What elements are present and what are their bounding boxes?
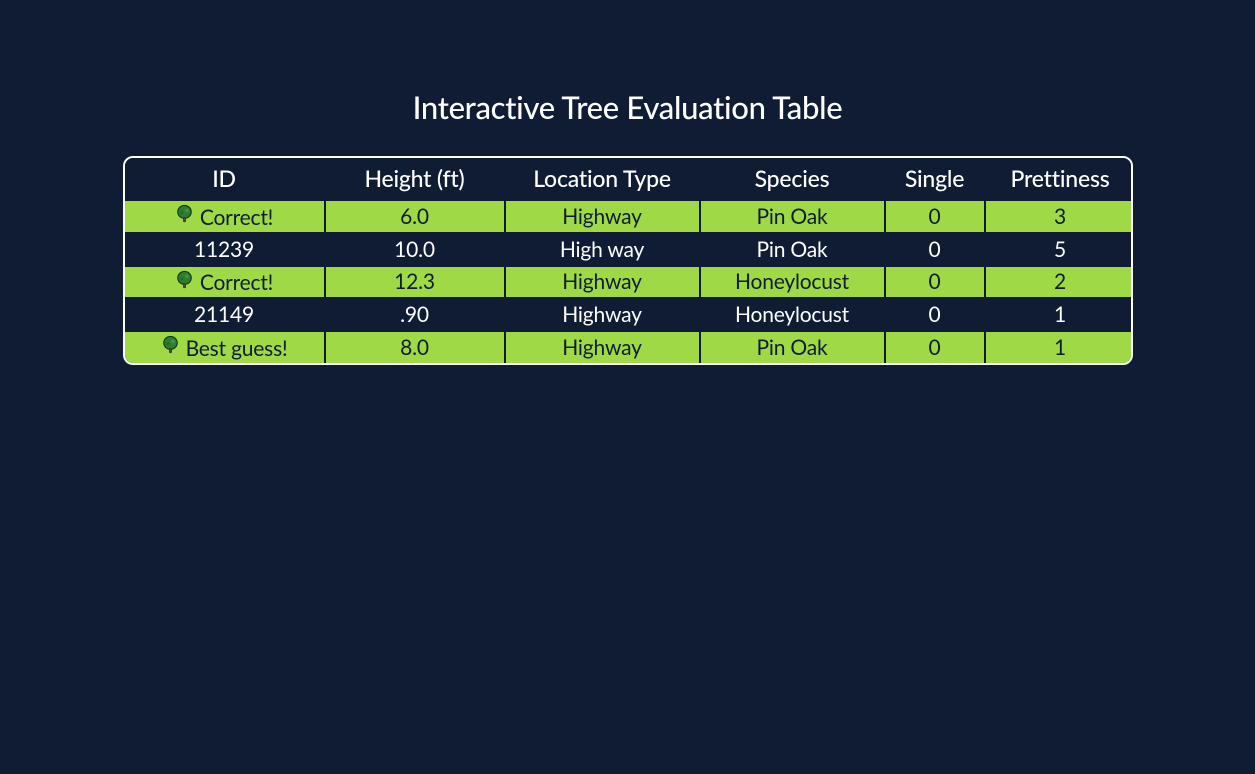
cell-single: 0	[885, 233, 985, 265]
column-header-height: Height (ft)	[325, 158, 505, 200]
table-header-row: ID Height (ft) Location Type Species Sin…	[125, 158, 1133, 200]
cell-id: 21149	[125, 299, 325, 331]
table-row[interactable]: Correct! 6.0HighwayPin Oak03	[125, 200, 1133, 234]
cell-id: 11239	[125, 233, 325, 265]
cell-location: High way	[505, 233, 700, 265]
cell-prettiness: 1	[985, 299, 1133, 331]
tree-icon	[175, 269, 194, 294]
column-header-id: ID	[125, 158, 325, 200]
cell-species: Pin Oak	[700, 200, 885, 234]
cell-location: Highway	[505, 200, 700, 234]
page-title: Interactive Tree Evaluation Table	[413, 88, 843, 126]
table-row[interactable]: 11239 10.0High wayPin Oak05	[125, 233, 1133, 265]
cell-id-text: Correct!	[200, 270, 273, 295]
cell-height: 10.0	[325, 233, 505, 265]
cell-id-text: Best guess!	[186, 336, 288, 361]
cell-species: Honeylocust	[700, 265, 885, 299]
table-wrapper: ID Height (ft) Location Type Species Sin…	[123, 156, 1133, 365]
cell-prettiness: 5	[985, 233, 1133, 265]
cell-prettiness: 3	[985, 200, 1133, 234]
tree-evaluation-table: ID Height (ft) Location Type Species Sin…	[125, 158, 1133, 363]
column-header-species: Species	[700, 158, 885, 200]
cell-id: Correct!	[125, 200, 325, 234]
cell-height: 6.0	[325, 200, 505, 234]
cell-species: Pin Oak	[700, 233, 885, 265]
cell-id-text: Correct!	[200, 205, 273, 230]
cell-species: Honeylocust	[700, 299, 885, 331]
column-header-location: Location Type	[505, 158, 700, 200]
cell-single: 0	[885, 331, 985, 363]
cell-single: 0	[885, 200, 985, 234]
cell-height: 8.0	[325, 331, 505, 363]
cell-location: Highway	[505, 299, 700, 331]
cell-height: 12.3	[325, 265, 505, 299]
cell-species: Pin Oak	[700, 331, 885, 363]
column-header-single: Single	[885, 158, 985, 200]
cell-id: Correct!	[125, 265, 325, 299]
cell-id: Best guess!	[125, 331, 325, 363]
cell-id-text: 21149	[194, 302, 254, 327]
cell-single: 0	[885, 265, 985, 299]
table-row[interactable]: 21149 .90HighwayHoneylocust01	[125, 299, 1133, 331]
cell-prettiness: 2	[985, 265, 1133, 299]
column-header-prettiness: Prettiness	[985, 158, 1133, 200]
cell-height: .90	[325, 299, 505, 331]
table-row[interactable]: Best guess! 8.0HighwayPin Oak01	[125, 331, 1133, 363]
cell-location: Highway	[505, 331, 700, 363]
cell-single: 0	[885, 299, 985, 331]
tree-icon	[161, 334, 180, 359]
tree-icon	[175, 203, 194, 228]
cell-prettiness: 1	[985, 331, 1133, 363]
cell-location: Highway	[505, 265, 700, 299]
table-row[interactable]: Correct! 12.3HighwayHoneylocust02	[125, 265, 1133, 299]
cell-id-text: 11239	[194, 237, 254, 262]
